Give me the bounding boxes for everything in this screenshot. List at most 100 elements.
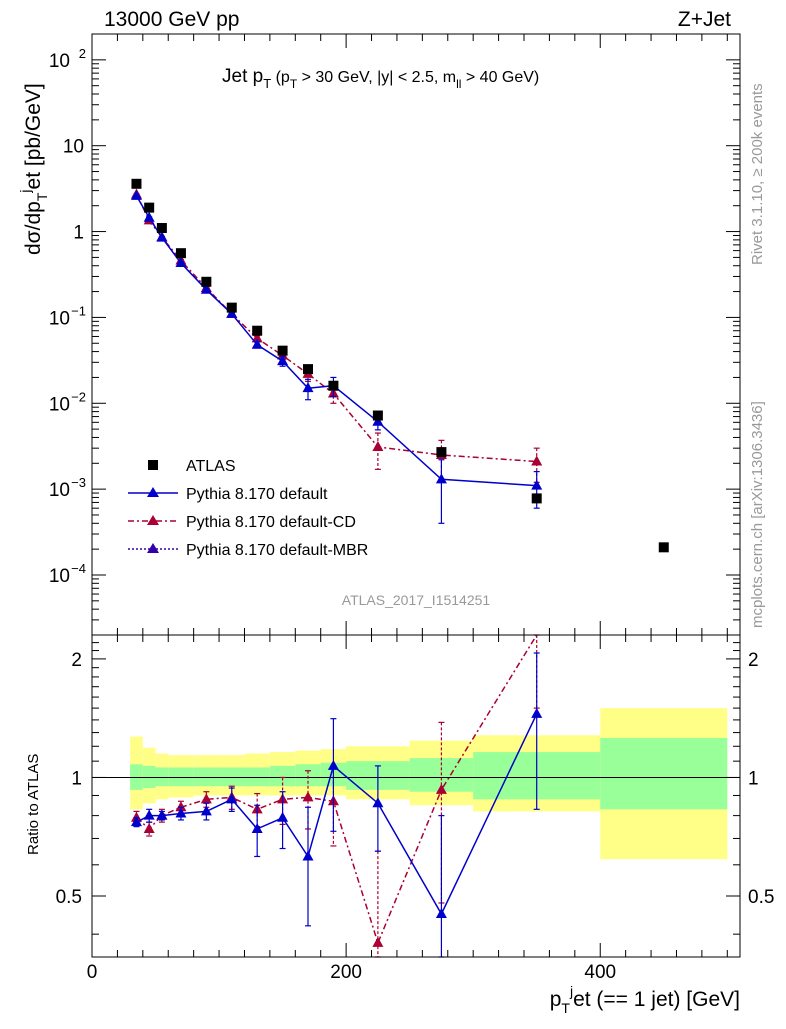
main-atlas-point [658, 542, 669, 553]
ratio-cd-point [175, 801, 187, 812]
legend-item-mbr: Pythia 8.170 default-MBR [128, 542, 368, 559]
legend-marker-cd [147, 515, 159, 525]
ratio-tick-label-left: 1 [71, 768, 82, 789]
ratio-default-point [372, 797, 384, 808]
y-tick-exponent: −2 [71, 389, 86, 404]
ratio-tick-label-left: 2 [71, 650, 82, 671]
ratio-band-inner [168, 767, 194, 787]
ratio-default-point [156, 809, 168, 820]
ratio-default-point [175, 807, 187, 818]
y-tick-label: 10 [49, 51, 70, 72]
main-series [130, 178, 669, 553]
x-tick-label: 200 [330, 962, 362, 983]
ratio-default-point [435, 908, 447, 919]
ratio-default-point [200, 805, 212, 816]
ratio-band-inner [193, 767, 220, 787]
ratio-tick-label-right: 1 [748, 768, 759, 789]
main-default-point [531, 479, 543, 490]
y-tick-label: 10 [49, 394, 70, 415]
legend-marker-atlas [148, 460, 158, 470]
y-tick-exponent: −4 [71, 561, 86, 576]
main-default-point [251, 338, 263, 349]
y-tick-label: 1 [73, 223, 84, 244]
ratio-default-point [130, 816, 142, 827]
main-title: Jet pT (pT > 30 GeV, |y| < 2.5, mll > 40… [222, 66, 539, 91]
main-atlas-point [372, 410, 383, 421]
legend-label-default: Pythia 8.170 default [186, 486, 328, 503]
main-default-point [175, 257, 187, 268]
ratio-band-inner [155, 767, 169, 787]
ratio-default-point [226, 793, 238, 804]
main-atlas-point [175, 248, 186, 259]
legend-item-default: Pythia 8.170 default [128, 486, 328, 503]
main-default-point [156, 231, 168, 242]
ratio-default-point [327, 759, 339, 770]
legend-marker-default [147, 487, 159, 497]
legend-item-atlas: ATLAS [148, 458, 236, 475]
ratio-band [130, 708, 728, 860]
ratio-default-point [302, 850, 314, 861]
y-tick-label: 10 [49, 480, 70, 501]
main-atlas-point [436, 447, 447, 458]
main-atlas-point [201, 276, 212, 287]
y-tick-label: 10 [49, 566, 70, 587]
ratio-band-inner [219, 767, 245, 787]
main-cd-point [372, 440, 384, 451]
process-label: Z+Jet [678, 8, 731, 31]
y-tick-label: 10 [63, 137, 84, 158]
ratio-band-inner [269, 765, 296, 787]
ratio-band-inner [244, 767, 270, 787]
ratio-default-point [143, 809, 155, 820]
ratio-tick-label-right: 2 [748, 650, 759, 671]
ratio-cd-point [372, 936, 384, 947]
main-default-point [277, 355, 289, 366]
x-tick-label: 0 [87, 962, 98, 983]
x-axis-label: pTjet (== 1 jet) [GeV] [550, 983, 740, 1016]
legend-label-cd: Pythia 8.170 default-CD [186, 514, 356, 531]
rivet-label: Rivet 3.1.10, ≥ 200k events [749, 83, 766, 265]
legend-marker-mbr [147, 543, 159, 553]
main-default-point [226, 307, 238, 318]
y-axis-label-top: dσ/dpTjet [pb/GeV] [17, 83, 50, 255]
analysis-watermark: ATLAS_2017_I1514251 [342, 592, 491, 608]
ratio-default-point [251, 822, 263, 833]
legend: ATLAS Pythia 8.170 default Pythia 8.170 … [128, 458, 368, 559]
ratio-tick-label-right: 0.5 [748, 887, 774, 908]
main-default-point [435, 473, 447, 484]
x-tick-label: 400 [584, 962, 616, 983]
main-cd-point [531, 455, 543, 466]
ratio-series [130, 634, 543, 958]
main-cd-point [251, 332, 263, 343]
main-default-point [130, 189, 142, 200]
main-atlas-point [156, 223, 167, 234]
main-default-point [372, 415, 384, 426]
ratio-cd-point [143, 822, 155, 833]
main-default-line [135, 195, 537, 487]
main-default-point [200, 283, 212, 294]
main-default-point [302, 382, 314, 393]
ratio-cd-point [435, 783, 447, 794]
ratio-default-point [531, 707, 543, 718]
main-atlas-point [252, 325, 263, 336]
y-tick-label: 10 [49, 308, 70, 329]
main-atlas-point [131, 178, 142, 189]
main-atlas-point [144, 202, 155, 213]
ratio-tick-label-left: 0.5 [56, 887, 82, 908]
ratio-default-point [277, 811, 289, 822]
ratio-frame [91, 634, 741, 958]
main-atlas-point [531, 493, 542, 504]
main-atlas-point [303, 364, 313, 375]
ratio-cd-point [302, 791, 314, 802]
legend-label-mbr: Pythia 8.170 default-MBR [186, 542, 368, 559]
main-atlas-point [277, 345, 288, 356]
legend-item-cd: Pythia 8.170 default-CD [128, 514, 356, 531]
main-atlas-point [328, 380, 339, 391]
y-tick-exponent: −1 [71, 303, 86, 318]
y-tick-exponent: −3 [71, 475, 86, 490]
legend-label-atlas: ATLAS [186, 458, 236, 475]
main-atlas-point [226, 302, 237, 313]
mcplots-label: mcplots.cern.ch [arXiv:1306.3436] [749, 401, 766, 628]
ratio-band-inner [600, 737, 728, 810]
ratio-cd-point [200, 793, 212, 804]
